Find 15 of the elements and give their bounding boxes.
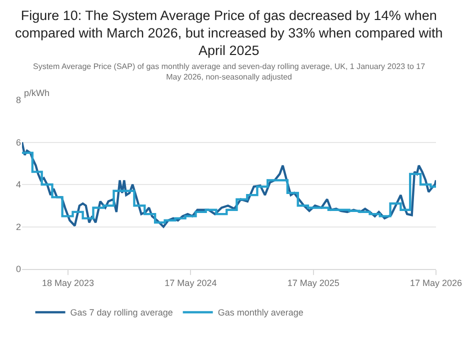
y-tick-label: 0 [16, 264, 21, 274]
x-tick-label: 18 May 2023 [42, 278, 94, 288]
y-axis-title: p/kWh [24, 88, 50, 98]
x-tick-label: 17 May 2025 [287, 278, 340, 288]
legend-label: Gas monthly average [218, 308, 304, 318]
y-tick-label: 2 [16, 222, 21, 232]
chart-subtitle: System Average Price (SAP) of gas monthly average and seven-day rolling average, UK, 1 January 2023 to 17 May 2026, non-seasonally adjusted [33, 62, 426, 82]
y-tick-label: 8 [16, 95, 21, 106]
legend-label: Gas 7 day rolling average [70, 308, 173, 318]
x-tick-label: 17 May 2026 [410, 278, 462, 288]
y-tick-label: 4 [16, 180, 21, 190]
y-tick-label: 6 [16, 137, 21, 148]
x-tick-label: 17 May 2024 [164, 278, 217, 288]
line-series [22, 141, 436, 228]
chart-title: Figure 10: The System Average Price of gas decreased by 14% when compared with March 2026, but increased by 33% when compared with April 2025 [15, 8, 443, 58]
